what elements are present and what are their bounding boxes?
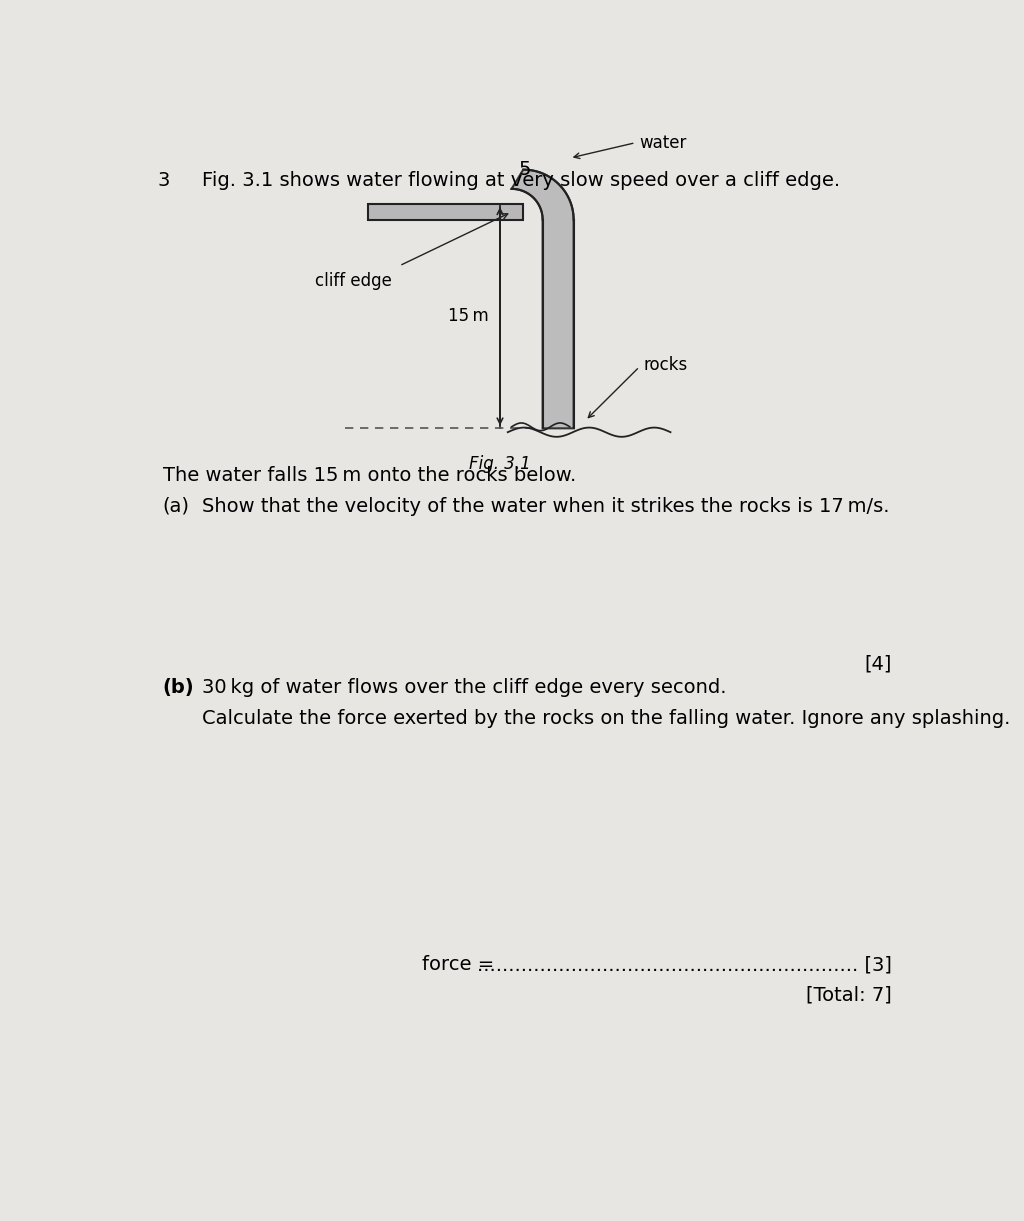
Text: [4]: [4]: [864, 654, 891, 674]
Text: 30 kg of water flows over the cliff edge every second.: 30 kg of water flows over the cliff edge…: [202, 678, 726, 697]
Text: (b): (b): [163, 678, 195, 697]
Polygon shape: [512, 170, 573, 429]
Text: rocks: rocks: [643, 357, 688, 374]
Text: water: water: [640, 133, 687, 151]
Text: ............................................................. [3]: ........................................…: [477, 955, 892, 974]
Text: [Total: 7]: [Total: 7]: [806, 985, 891, 1005]
Text: 5: 5: [518, 160, 531, 179]
Text: Fig. 3.1: Fig. 3.1: [469, 454, 530, 473]
Text: Fig. 3.1 shows water flowing at very slow speed over a cliff edge.: Fig. 3.1 shows water flowing at very slo…: [202, 171, 840, 190]
Text: cliff edge: cliff edge: [314, 272, 391, 291]
Polygon shape: [369, 204, 523, 220]
Text: Show that the velocity of the water when it strikes the rocks is 17 m/s.: Show that the velocity of the water when…: [202, 497, 889, 515]
Text: (a): (a): [163, 497, 189, 515]
Text: 15 m: 15 m: [447, 308, 488, 325]
Text: The water falls 15 m onto the rocks below.: The water falls 15 m onto the rocks belo…: [163, 466, 577, 485]
Text: force =: force =: [423, 955, 501, 974]
Text: Calculate the force exerted by the rocks on the falling water. Ignore any splash: Calculate the force exerted by the rocks…: [202, 708, 1010, 728]
Text: 3: 3: [158, 171, 170, 190]
